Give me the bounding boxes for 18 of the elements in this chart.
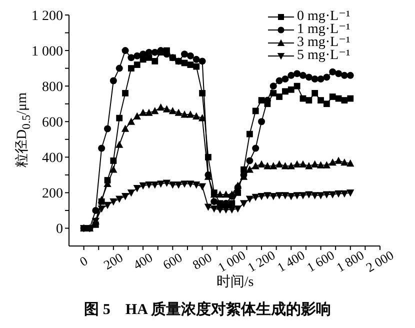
y-tick-label: 1 000 xyxy=(32,44,63,60)
x-axis-title: 时间/s xyxy=(215,274,255,291)
legend-label: 3 mg·L⁻¹ xyxy=(297,35,350,50)
x-tick-label: 600 xyxy=(160,250,185,272)
x-tick-label: 800 xyxy=(190,250,214,272)
y-tick-label: 1 200 xyxy=(32,8,63,24)
y-tick-label: 600 xyxy=(42,116,63,131)
y-tick-label: 400 xyxy=(42,151,63,166)
legend-label: 5 mg·L⁻¹ xyxy=(297,48,350,63)
legend-label: 0 mg·L⁻¹ xyxy=(297,9,350,24)
y-tick-label: 200 xyxy=(42,186,63,202)
x-tick-label: 0 xyxy=(76,252,90,270)
legend-label: 1 mg·L⁻¹ xyxy=(297,22,350,37)
x-tick-label: 400 xyxy=(130,250,155,272)
y-tick-label: 800 xyxy=(42,80,63,96)
y-tick-label: 0 xyxy=(56,222,63,238)
text: 图 5 HA 质量浓度对絮体生成的影响 xyxy=(83,300,332,319)
x-tick-label: 200 xyxy=(100,250,126,272)
